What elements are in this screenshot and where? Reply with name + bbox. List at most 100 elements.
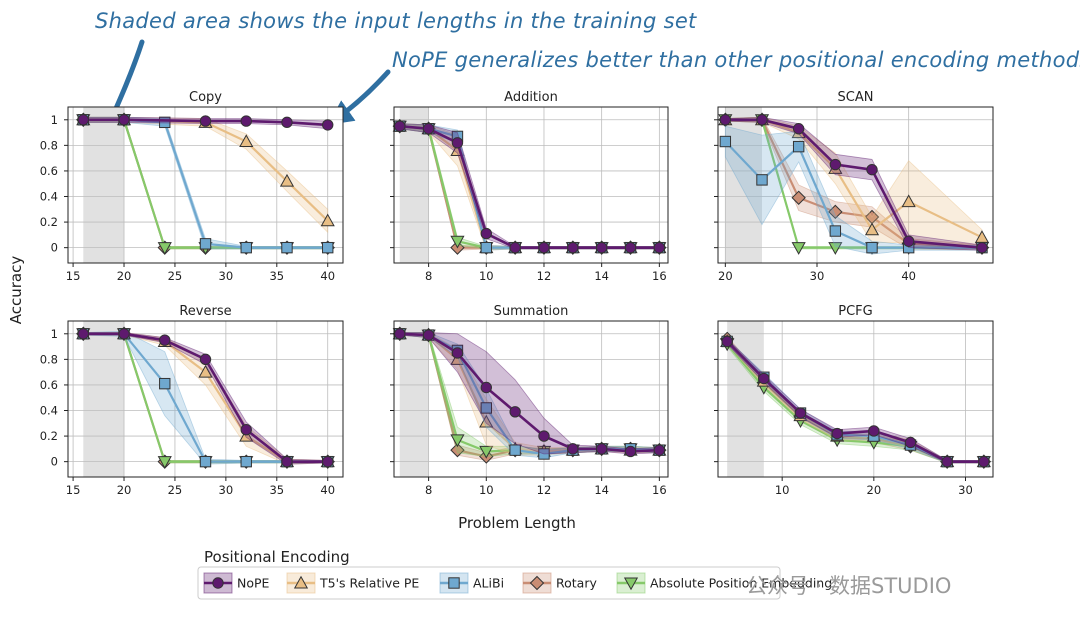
annotation-training-range: Shaded area shows the input lengths in t… [95,9,697,33]
panel-summation: 8 10 12 14 16 Summation [390,304,669,497]
legend-item-t5-s-relative-pe: T5's Relative PE [286,572,419,594]
data-point [480,402,492,414]
data-point [595,241,608,254]
data-point [866,163,878,176]
data-point [828,204,843,220]
series-line [399,332,660,453]
data-point [77,114,89,126]
legend-item-absolute-position-embedding: Absolute Position Embedding [616,572,832,594]
panel-pcfg: 10 20 30 PCFG [714,304,994,497]
y-tick-label: 0.6 [40,378,58,392]
panel-title: Addition [504,90,558,105]
data-point [791,190,806,205]
data-point [240,115,252,127]
panel-title: Copy [189,90,222,105]
legend-marker [448,577,460,589]
legend-marker [293,575,309,589]
data-point [479,445,494,459]
data-point [159,377,171,390]
data-point [978,455,990,468]
x-tick-label: 8 [425,483,432,497]
x-tick-label: 25 [168,269,183,283]
data-point [118,328,130,340]
data-point [509,444,521,456]
data-point [901,194,916,208]
y-tick-label: 0.6 [40,164,58,178]
data-point [792,140,805,153]
legend-marker [529,575,545,591]
data-point [902,235,915,247]
x-tick-label: 30 [219,483,234,497]
data-point [866,241,878,254]
x-tick-label: 12 [537,269,552,283]
data-point [199,353,212,366]
x-axis-label: Problem Length [458,514,576,532]
legend-box [197,566,781,600]
data-point [322,241,334,254]
data-point [281,455,293,468]
data-point [831,427,843,440]
x-tick-label: 8 [425,269,432,283]
data-point [509,406,521,418]
y-tick-label: 0 [51,241,58,255]
legend-label: ALiBi [473,576,504,591]
data-point [719,135,732,148]
data-point [976,241,988,254]
x-tick-label: 15 [66,483,81,497]
data-point [595,443,608,455]
training-range-shade [83,107,125,263]
data-point [480,381,492,394]
plot-frame [393,106,669,264]
y-tick-label: 1 [51,327,58,341]
x-tick-label: 16 [652,269,667,283]
data-point [828,242,843,255]
panel-title: SCAN [838,90,874,105]
data-point [422,329,435,341]
x-tick-label: 35 [269,483,284,497]
x-tick-label: 10 [479,269,494,283]
plot-frame [717,320,994,478]
data-point [653,444,666,456]
x-tick-label: 35 [269,269,284,283]
data-point [450,434,465,448]
series-nope [719,114,988,254]
y-tick-label: 1 [51,113,58,127]
x-tick-label: 12 [537,483,552,497]
x-tick-label: 40 [901,269,916,283]
data-point [240,423,252,436]
x-tick-label: 25 [168,483,183,497]
y-tick-label: 0 [51,455,58,469]
y-tick-label: 0.2 [40,429,58,443]
x-tick-label: 30 [810,269,825,283]
data-point [394,120,406,132]
data-point [829,158,842,171]
y-axis-label: Accuracy [7,256,25,325]
data-point [868,425,880,437]
x-tick-label: 20 [117,483,132,497]
training-range-shade [83,321,125,477]
series-line [83,118,328,127]
data-point [624,445,637,458]
data-point [320,213,335,227]
series-line [726,340,984,463]
panel-title: Summation [494,304,569,319]
x-tick-label: 30 [219,269,234,283]
x-tick-label: 40 [320,269,335,283]
legend-label: Rotary [556,576,597,591]
legend-item-nope: NoPE [203,572,270,594]
data-point [159,334,171,346]
data-point [794,407,807,419]
data-point [538,448,550,460]
data-point [653,241,666,254]
x-tick-label: 40 [320,483,335,497]
legend-item-rotary: Rotary [522,572,597,594]
data-point [567,443,579,455]
data-point [199,238,212,250]
legend-label: Absolute Position Embedding [650,576,832,591]
data-point [281,241,293,254]
panel-title: Reverse [179,304,231,319]
data-point [322,455,334,468]
data-point [281,116,293,129]
data-point [451,347,464,359]
